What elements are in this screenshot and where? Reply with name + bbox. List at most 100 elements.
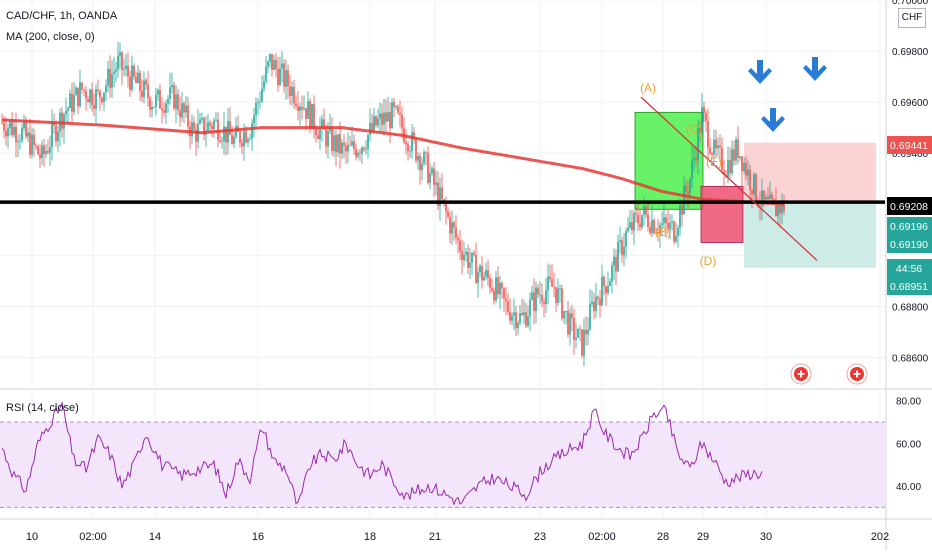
candle-body: [413, 132, 415, 140]
candle-body: [117, 55, 119, 70]
candle-body: [81, 82, 83, 90]
ma-legend[interactable]: MA (200, close, 0): [6, 31, 95, 43]
candle-body: [743, 162, 745, 172]
candle-body: [549, 276, 551, 280]
rsi-legend[interactable]: RSI (14, close): [6, 402, 79, 414]
candle-body: [267, 61, 269, 67]
candle-body: [431, 168, 433, 174]
candle-body: [523, 312, 525, 316]
candle-body: [777, 205, 779, 217]
candle-body: [293, 86, 295, 104]
candle-body: [129, 76, 131, 90]
candle-body: [495, 277, 497, 301]
wave-label: (E): [706, 155, 722, 169]
candle-body: [593, 301, 595, 312]
candle-body: [435, 182, 437, 185]
candle-body: [717, 145, 719, 149]
plus-icon: [797, 370, 805, 378]
candle-body: [707, 120, 709, 148]
candle-body: [433, 168, 435, 185]
down-arrow-icon: [748, 60, 772, 84]
candle-body: [63, 113, 65, 129]
candle-body: [405, 142, 407, 145]
candle-body: [135, 76, 137, 83]
time-tick-label: 202: [871, 531, 889, 543]
candle-body: [689, 179, 691, 194]
candle-body: [617, 241, 619, 272]
candle-body: [759, 205, 761, 207]
candle-body: [105, 85, 107, 93]
candle-body: [73, 95, 75, 112]
candle-body: [655, 232, 657, 234]
time-tick-label: 29: [697, 531, 709, 543]
candle-body: [41, 145, 43, 159]
candle-body: [603, 277, 605, 287]
candle-body: [737, 139, 739, 158]
candle-body: [627, 227, 629, 232]
candle-body: [169, 87, 171, 99]
candle-body: [141, 90, 143, 98]
candle-body: [273, 60, 275, 70]
candle-body: [69, 93, 71, 109]
candle-body: [771, 194, 773, 200]
price-tag-label: 0.69441: [890, 140, 928, 152]
candle-body: [513, 312, 515, 316]
candle-body: [745, 162, 747, 176]
candle-body: [667, 222, 669, 229]
candle-body: [91, 89, 93, 106]
candle-body: [95, 89, 97, 109]
candle-body: [423, 152, 425, 164]
candle-body: [363, 147, 365, 150]
candle-body: [85, 90, 87, 99]
candle-body: [153, 106, 155, 108]
candle-body: [365, 149, 367, 151]
candle-body: [429, 173, 431, 183]
plus-icon: [853, 370, 861, 378]
candle-body: [611, 265, 613, 282]
candle-body: [525, 312, 527, 326]
symbol-legend[interactable]: CAD/CHF, 1h, OANDA: [6, 10, 118, 22]
candle-body: [747, 169, 749, 176]
take-profit-zone: [744, 202, 876, 268]
candle-body: [239, 132, 241, 143]
candle-body: [393, 102, 395, 107]
candle-body: [695, 157, 697, 161]
currency-box[interactable]: CHF: [898, 8, 926, 28]
candle-body: [215, 119, 217, 121]
candle-body: [521, 313, 523, 316]
candle-body: [751, 189, 753, 195]
candle-body: [39, 154, 41, 159]
candle-body: [183, 103, 185, 113]
candle-body: [749, 169, 751, 190]
candle-body: [735, 139, 737, 161]
candle-body: [633, 213, 635, 231]
candle-body: [631, 222, 633, 231]
candle-body: [643, 206, 645, 215]
candle-body: [255, 102, 257, 116]
candle-body: [123, 68, 125, 70]
candle-body: [461, 251, 463, 261]
candle-body: [35, 145, 37, 147]
candle-body: [285, 70, 287, 87]
candle-body: [565, 311, 567, 312]
price-tag: [887, 277, 932, 295]
candle-body: [65, 110, 67, 114]
price-tag: [887, 197, 932, 215]
candle-body: [309, 101, 311, 129]
candle-body: [21, 127, 23, 141]
candle-body: [349, 144, 351, 146]
candle-body: [155, 94, 157, 107]
candle-body: [181, 103, 183, 118]
candle-body: [723, 170, 725, 175]
time-tick-label: 21: [429, 531, 441, 543]
stop-loss-zone: [744, 142, 876, 203]
candle-body: [361, 147, 363, 154]
candle-body: [637, 214, 639, 224]
candle-body: [471, 252, 473, 263]
candle-body: [275, 60, 277, 70]
candle-body: [573, 318, 575, 340]
candle-body: [699, 127, 701, 133]
candle-body: [107, 69, 109, 86]
